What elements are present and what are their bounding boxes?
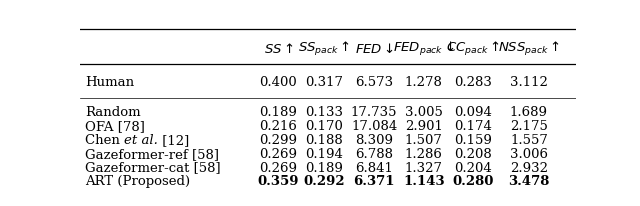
Text: 6.788: 6.788 xyxy=(355,148,393,161)
Text: Gazeformer-ref [58]: Gazeformer-ref [58] xyxy=(85,148,219,161)
Text: 0.194: 0.194 xyxy=(305,148,343,161)
Text: 17.084: 17.084 xyxy=(351,120,397,133)
Text: 0.283: 0.283 xyxy=(454,76,492,89)
Text: ART (Proposed): ART (Proposed) xyxy=(85,175,190,188)
Text: 0.269: 0.269 xyxy=(259,148,298,161)
Text: 0.280: 0.280 xyxy=(452,175,494,188)
Text: 0.208: 0.208 xyxy=(454,148,492,161)
Text: 3.005: 3.005 xyxy=(404,106,443,119)
Text: 6.573: 6.573 xyxy=(355,76,393,89)
Text: 3.112: 3.112 xyxy=(510,76,548,89)
Text: 0.269: 0.269 xyxy=(259,162,298,175)
Text: $FED_{pack}\downarrow$: $FED_{pack}\downarrow$ xyxy=(393,40,454,58)
Text: et al.: et al. xyxy=(124,134,158,147)
Text: 0.159: 0.159 xyxy=(454,134,492,147)
Text: 0.359: 0.359 xyxy=(258,175,299,188)
Text: 3.006: 3.006 xyxy=(510,148,548,161)
Text: 1.689: 1.689 xyxy=(510,106,548,119)
Text: 0.170: 0.170 xyxy=(305,120,343,133)
Text: 0.299: 0.299 xyxy=(259,134,298,147)
Text: 2.932: 2.932 xyxy=(510,162,548,175)
Text: $FED\downarrow$: $FED\downarrow$ xyxy=(355,42,394,56)
Text: 0.174: 0.174 xyxy=(454,120,492,133)
Text: 1.143: 1.143 xyxy=(403,175,445,188)
Text: 0.204: 0.204 xyxy=(454,162,492,175)
Text: 0.189: 0.189 xyxy=(259,106,298,119)
Text: 3.478: 3.478 xyxy=(508,175,550,188)
Text: $NSS_{pack}\uparrow$: $NSS_{pack}\uparrow$ xyxy=(498,40,560,58)
Text: 1.507: 1.507 xyxy=(404,134,443,147)
Text: 0.317: 0.317 xyxy=(305,76,343,89)
Text: 1.286: 1.286 xyxy=(404,148,443,161)
Text: 17.735: 17.735 xyxy=(351,106,397,119)
Text: 2.901: 2.901 xyxy=(404,120,443,133)
Text: OFA [78]: OFA [78] xyxy=(85,120,145,133)
Text: 2.175: 2.175 xyxy=(510,120,548,133)
Text: 8.309: 8.309 xyxy=(355,134,393,147)
Text: 1.557: 1.557 xyxy=(510,134,548,147)
Text: 6.841: 6.841 xyxy=(355,162,393,175)
Text: 1.278: 1.278 xyxy=(404,76,443,89)
Text: 0.400: 0.400 xyxy=(260,76,297,89)
Text: Human: Human xyxy=(85,76,134,89)
Text: 0.292: 0.292 xyxy=(303,175,345,188)
Text: [12]: [12] xyxy=(158,134,189,147)
Text: 6.371: 6.371 xyxy=(353,175,395,188)
Text: Chen: Chen xyxy=(85,134,124,147)
Text: 0.133: 0.133 xyxy=(305,106,343,119)
Text: $SS\uparrow$: $SS\uparrow$ xyxy=(264,42,293,56)
Text: 0.189: 0.189 xyxy=(305,162,343,175)
Text: 0.094: 0.094 xyxy=(454,106,492,119)
Text: $SS_{pack}\uparrow$: $SS_{pack}\uparrow$ xyxy=(298,40,350,58)
Text: 0.188: 0.188 xyxy=(305,134,343,147)
Text: Random: Random xyxy=(85,106,141,119)
Text: Gazeformer-cat [58]: Gazeformer-cat [58] xyxy=(85,162,221,175)
Text: 0.216: 0.216 xyxy=(259,120,298,133)
Text: $CC_{pack}\uparrow$: $CC_{pack}\uparrow$ xyxy=(447,40,500,58)
Text: 1.327: 1.327 xyxy=(404,162,443,175)
